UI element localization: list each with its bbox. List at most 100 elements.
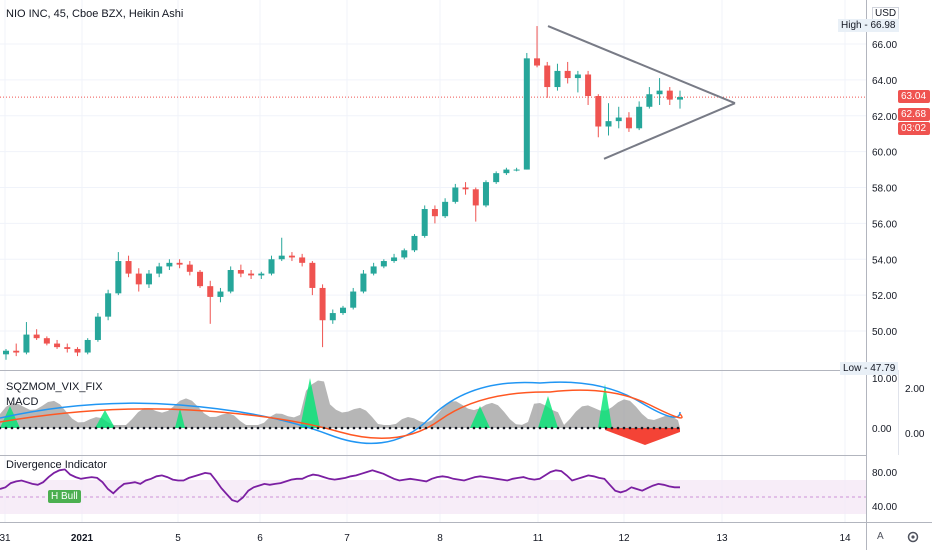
currency-label[interactable]: USD — [872, 7, 900, 20]
candle-body — [380, 261, 387, 267]
squeeze-dot — [436, 426, 440, 430]
squeeze-dot — [76, 426, 80, 430]
candle-body — [513, 169, 520, 171]
squeeze-dot — [304, 426, 308, 430]
high-value: 66.98 — [870, 20, 896, 31]
candle-body — [237, 270, 244, 274]
vix-spike — [300, 378, 320, 428]
squeeze-dot — [400, 426, 404, 430]
candle-body — [564, 70, 571, 79]
squeeze-dot — [190, 426, 194, 430]
candle-body — [503, 169, 510, 174]
time-tick-label: 7 — [344, 533, 350, 544]
squeeze-dot — [106, 426, 110, 430]
squeeze-dot — [250, 426, 254, 430]
candle-body — [33, 334, 40, 339]
squeeze-dot — [262, 426, 266, 430]
squeeze-dot — [604, 426, 608, 430]
candle-body — [186, 264, 193, 272]
auto-scale-button[interactable]: A — [877, 531, 884, 542]
divergence-title[interactable]: Divergence Indicator — [6, 459, 107, 471]
squeeze-dot — [142, 426, 146, 430]
candlestick-series[interactable] — [3, 26, 683, 360]
price-axis-ticks: 66.00 64.00 62.00 60.00 58.00 56.00 54.00 52.00… — [872, 40, 897, 338]
divergence-pane: 80.00 40.00 — [0, 468, 897, 514]
squeeze-dot — [448, 426, 452, 430]
squeeze-dot — [340, 426, 344, 430]
price-tick-label: 50.00 — [872, 327, 897, 338]
squeeze-dot — [364, 426, 368, 430]
squeeze-dot — [496, 426, 500, 430]
price-tick-label: 66.00 — [872, 40, 897, 51]
squeeze-dot — [0, 426, 2, 430]
squeeze-dot — [442, 426, 446, 430]
time-tick-label: 8 — [437, 533, 443, 544]
squeeze-dot — [310, 426, 314, 430]
symmetrical-triangle-drawing[interactable] — [547, 25, 736, 160]
candle-body — [452, 187, 459, 202]
time-tick-label: 5 — [175, 533, 181, 544]
settings-gear-icon[interactable] — [906, 530, 920, 544]
candle-body — [472, 189, 479, 206]
candle-body — [431, 209, 438, 217]
pane1-right-tick-label: 2.00 — [905, 384, 925, 395]
pane1-right-tick-label: 0.00 — [905, 429, 925, 440]
sqzmom-title[interactable]: SQZMOM_VIX_FIX — [6, 381, 103, 393]
squeeze-dot — [334, 426, 338, 430]
candle-body — [197, 271, 204, 287]
candle-body — [217, 291, 224, 297]
vix-spike — [0, 406, 20, 428]
last-price-tag: 63.04 — [898, 90, 930, 103]
macd-title[interactable]: MACD — [6, 396, 39, 408]
squeeze-dot — [418, 426, 422, 430]
vix-spike — [598, 384, 612, 428]
triangle-lower-line — [603, 102, 736, 160]
squeeze-dot — [280, 426, 284, 430]
price-tick-label: 62.00 — [872, 112, 897, 123]
squeeze-dot — [28, 426, 32, 430]
time-tick-label: 11 — [533, 533, 544, 544]
squeeze-dot — [118, 426, 122, 430]
vix-spike — [175, 408, 185, 428]
squeeze-dot — [322, 426, 326, 430]
time-tick-label: 2021 — [71, 533, 94, 544]
candle-body — [156, 266, 163, 274]
squeeze-dot — [502, 426, 506, 430]
candle-body — [64, 347, 71, 349]
candle-body — [462, 187, 469, 190]
squeeze-dot — [160, 426, 164, 430]
high-marker: High - 66.98 — [838, 19, 899, 32]
squeeze-dot — [22, 426, 26, 430]
squeeze-dot — [232, 426, 236, 430]
squeeze-dot — [40, 426, 44, 430]
candle-body — [493, 173, 500, 183]
squeeze-dot — [460, 426, 464, 430]
squeeze-dot — [562, 426, 566, 430]
squeeze-dot — [490, 426, 494, 430]
candle-body — [268, 259, 275, 274]
squeeze-dot — [514, 426, 518, 430]
candle-body — [401, 250, 408, 258]
squeeze-dot — [172, 426, 176, 430]
candle-body — [54, 343, 61, 348]
squeeze-dot — [16, 426, 20, 430]
time-tick-label: 12 — [618, 533, 630, 544]
candle-body — [84, 339, 91, 353]
candle-body — [278, 255, 285, 260]
pane1-tick-label: 0.00 — [872, 424, 892, 435]
low-value: 47.79 — [870, 363, 896, 374]
squeeze-dot — [328, 426, 332, 430]
symbol-header[interactable]: NIO INC, 45, Cboe BZX, Heikin Ashi — [6, 8, 184, 20]
squeeze-dot — [454, 426, 458, 430]
candle-body — [544, 65, 551, 88]
squeeze-dot — [214, 426, 218, 430]
grid-lines — [0, 0, 866, 522]
squeeze-dot — [94, 426, 98, 430]
squeeze-dot — [520, 426, 524, 430]
candle-body — [340, 307, 346, 314]
squeeze-dot — [544, 426, 548, 430]
candle-body — [115, 261, 122, 294]
squeeze-dot — [64, 426, 68, 430]
